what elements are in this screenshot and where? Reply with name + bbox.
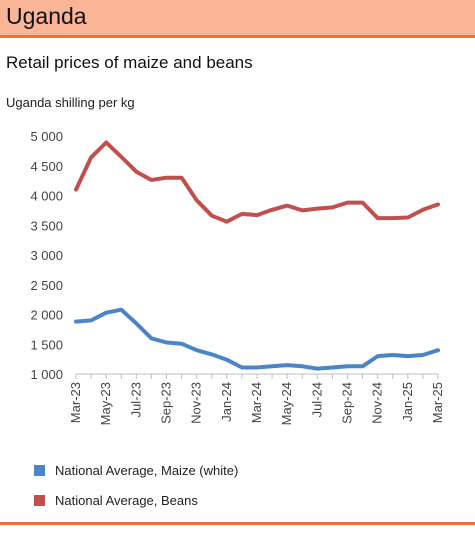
y-tick-label: 4 500: [30, 159, 63, 174]
legend-label: National Average, Maize (white): [55, 462, 239, 478]
country-title: Uganda: [6, 3, 87, 29]
footer-divider: [0, 522, 475, 525]
price-line-chart: 5 000 4 500 4 000 3 500 3 000 2 500 2 000 1 500…: [30, 129, 445, 425]
country-header: Uganda: [0, 0, 475, 38]
y-tick-label: 1 000: [30, 367, 63, 382]
legend-item-beans: National Average, Beans: [34, 492, 238, 508]
x-tick-label: Nov-23: [189, 382, 204, 424]
x-tick-label: May-23: [98, 382, 113, 425]
series-line-beans: [74, 140, 440, 224]
y-tick-label: 3 500: [30, 218, 63, 233]
x-tick-label: Sep-23: [159, 382, 174, 424]
y-tick-label: 5 000: [30, 129, 63, 144]
y-tick-label: 2 500: [30, 278, 63, 293]
series-line-maize: [74, 307, 440, 371]
legend-swatch: [34, 464, 45, 476]
y-axis-unit-label: Uganda shilling per kg: [6, 95, 135, 110]
x-tick-label: Jul-23: [128, 382, 143, 417]
x-tick-label: May-24: [279, 382, 294, 425]
y-tick-label: 2 000: [30, 308, 63, 323]
y-tick-label: 3 000: [30, 248, 63, 263]
y-tick-label: 4 000: [30, 189, 63, 204]
chart-title: Retail prices of maize and beans: [6, 53, 253, 72]
x-tick-label: Mar-25: [430, 382, 445, 423]
x-tick-label: Nov-24: [370, 382, 385, 424]
x-tick-label: Jan-24: [219, 382, 234, 422]
x-tick-label: Mar-23: [68, 382, 83, 423]
y-tick-label: 1 500: [30, 337, 63, 352]
x-tick-label: Jan-25: [400, 382, 415, 422]
legend-label: National Average, Beans: [55, 492, 198, 508]
x-tick-label: Jul-24: [309, 382, 324, 417]
legend-item-maize: National Average, Maize (white): [34, 462, 238, 478]
x-tick-label: Sep-24: [340, 382, 355, 424]
x-tick-label: Mar-24: [249, 382, 264, 423]
legend-swatch: [34, 494, 45, 506]
chart-legend: National Average, Maize (white) National …: [34, 462, 238, 522]
